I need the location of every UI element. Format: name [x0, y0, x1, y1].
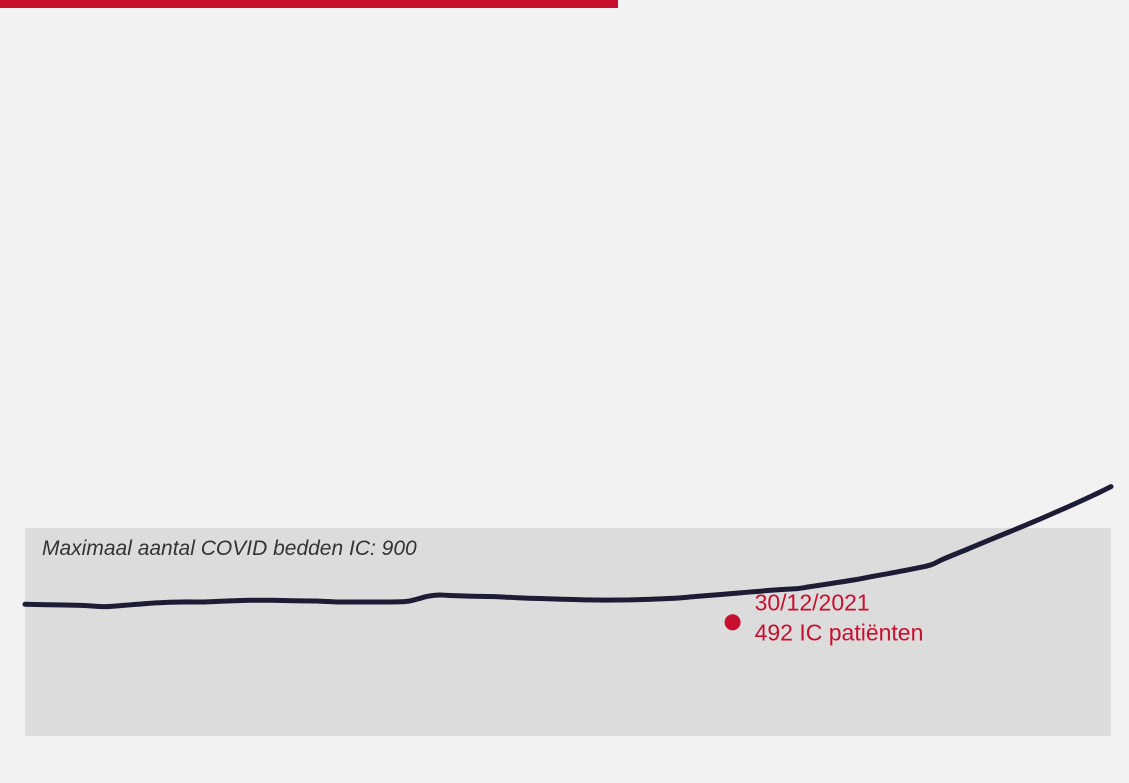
series-line [22, 484, 1114, 610]
annotation-value: 492 IC patiënten [755, 619, 924, 645]
annotation-point [724, 614, 741, 631]
accent-top-bar [0, 0, 618, 8]
capacity-label: Maximaal aantal COVID bedden IC: 900 [42, 537, 417, 560]
annotation-date: 30/12/2021 [755, 589, 870, 615]
